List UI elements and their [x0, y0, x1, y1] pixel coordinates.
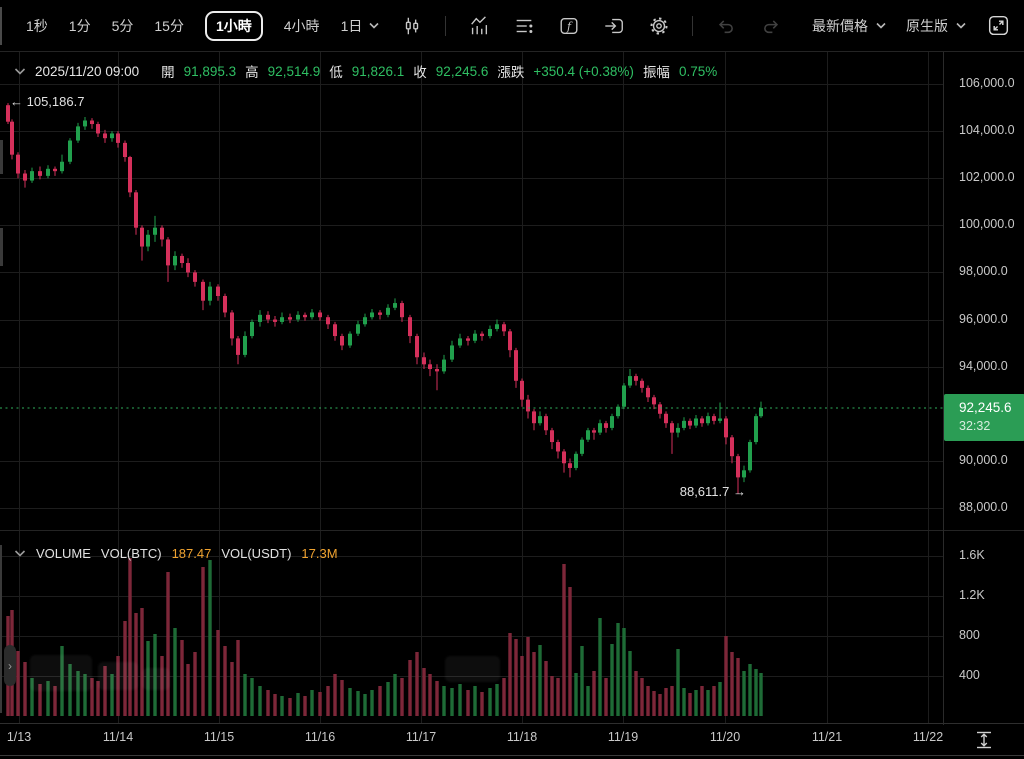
price-axis-tick: 102,000.0: [959, 170, 1015, 185]
ohlc-info-bar: 2025/11/20 09:00 開 91,895.3 高 92,514.9 低…: [14, 61, 717, 81]
timeframe-group: 1秒 1分 5分 15分 1小時 4小時 1日: [0, 10, 783, 41]
version-dropdown[interactable]: 原生版: [906, 16, 966, 36]
toolbar-separator: [445, 15, 447, 36]
high-label: 高: [245, 65, 259, 80]
time-axis-tick: 11/19: [607, 730, 639, 744]
collapse-chevron-icon[interactable]: [14, 549, 26, 558]
price-axis[interactable]: 92,245.6 32:32 106,000.0 104,000.0 102,000…: [943, 52, 1024, 725]
low-label: 低: [329, 65, 343, 80]
timeframe-1h-selected[interactable]: 1小時: [204, 10, 263, 41]
volume-axis-tick: 800: [959, 628, 980, 642]
timeframe-1s[interactable]: 1秒: [26, 17, 48, 34]
price-axis-tick: 100,000.0: [959, 217, 1015, 232]
price-mode-dropdown[interactable]: 最新價格: [812, 16, 886, 36]
time-axis-tick: 11/18: [506, 730, 538, 744]
open-value: 91,895.3: [183, 63, 237, 79]
scale-fit-icon[interactable]: [944, 724, 1024, 755]
price-mode-label: 最新價格: [812, 17, 868, 34]
high-price-marker: ← 105,186.7: [10, 94, 85, 109]
timeframe-4h[interactable]: 4小時: [283, 17, 320, 34]
exchange-watermark: [445, 656, 500, 682]
toolbar-right-group: 最新價格 原生版: [812, 14, 1024, 38]
volume-axis-tick: 1.2K: [959, 588, 985, 602]
candle-datetime: 2025/11/20 09:00: [35, 63, 140, 79]
vol-btc-value: 187.47: [171, 546, 212, 561]
last-price-value: 92,245.6: [959, 399, 1012, 415]
open-label: 開: [161, 65, 175, 80]
price-axis-tick: 88,000.0: [959, 500, 1008, 514]
left-edge-strip: [0, 140, 3, 174]
window-bottom-edge: [0, 755, 1024, 756]
redo-icon[interactable]: [759, 14, 783, 38]
layout-templates-icon[interactable]: [512, 14, 536, 38]
timeframe-5m[interactable]: 5分: [111, 17, 134, 34]
time-axis-tick: 11/17: [405, 730, 437, 744]
price-axis-tick: 90,000.0: [959, 452, 1008, 467]
price-axis-tick: 96,000.0: [959, 311, 1008, 326]
time-axis-tick: 11/20: [709, 730, 741, 744]
low-value: 91,826.1: [351, 63, 405, 79]
chevron-down-icon: [876, 22, 886, 29]
price-axis-tick: 104,000.0: [959, 123, 1015, 138]
formula-icon[interactable]: f: [557, 14, 581, 38]
indicators-icon[interactable]: [467, 14, 491, 38]
time-axis-tick: 11/22: [912, 730, 943, 744]
toolbar-separator: [692, 15, 694, 36]
volume-axis-tick: 1.6K: [959, 548, 985, 562]
vol-usdt-value: 17.3M: [301, 546, 338, 561]
fullscreen-icon[interactable]: [986, 14, 1010, 38]
time-axis-tick: 1/13: [6, 730, 32, 744]
version-label: 原生版: [906, 17, 948, 34]
timeframe-15m[interactable]: 15分: [154, 17, 184, 34]
panel-expand-icon[interactable]: ›: [4, 645, 16, 686]
candlestick-style-icon[interactable]: [400, 14, 424, 38]
high-value: 92,514.9: [267, 63, 321, 79]
vol-usdt-label: VOL(USDT): [221, 546, 292, 561]
last-price-badge: 92,245.6 32:32: [944, 393, 1024, 441]
compare-icon[interactable]: [602, 14, 626, 38]
vol-btc-label: VOL(BTC): [100, 546, 162, 561]
price-axis-tick: 98,000.0: [959, 264, 1008, 279]
time-axis-tick: 11/16: [304, 730, 336, 744]
chevron-down-icon: [369, 22, 379, 29]
low-price-marker: 88,611.7 →: [679, 484, 746, 499]
timeframe-1m[interactable]: 1分: [68, 17, 91, 34]
exchange-watermark: [30, 655, 92, 691]
volume-axis-tick: 400: [959, 668, 980, 682]
exchange-watermark: [98, 662, 138, 690]
price-axis-tick: 106,000.0: [959, 76, 1015, 90]
left-edge-strip: [0, 228, 3, 266]
time-axis-tick: 11/21: [811, 730, 843, 744]
chevron-down-icon: [956, 22, 966, 29]
time-axis-tick: 11/15: [203, 730, 235, 744]
volume-header: VOLUME VOL(BTC) 187.47 VOL(USDT) 17.3M: [14, 546, 338, 561]
chart-toolbar: 1秒 1分 5分 15分 1小時 4小時 1日: [0, 0, 1024, 52]
timeframe-1d-label: 1日: [340, 17, 363, 34]
time-axis[interactable]: 1/13 11/14 11/15 11/16 11/17 11/18 11/19 11/20 1…: [0, 724, 943, 756]
exchange-watermark: [142, 668, 170, 690]
volume-title: VOLUME: [36, 546, 91, 561]
svg-text:f: f: [566, 20, 573, 33]
change-value: +350.4 (+0.38%): [533, 63, 634, 79]
timeframe-1d-dropdown[interactable]: 1日: [341, 16, 380, 36]
left-edge-strip: [0, 545, 2, 713]
settings-gear-icon[interactable]: [647, 14, 671, 38]
left-edge-strip: [0, 7, 2, 45]
close-value: 92,245.6: [435, 63, 489, 79]
undo-icon[interactable]: [714, 14, 738, 38]
amplitude-value: 0.75%: [678, 63, 718, 79]
price-axis-tick: 94,000.0: [959, 358, 1008, 373]
time-axis-tick: 11/14: [102, 730, 134, 744]
candle-countdown: 32:32: [959, 418, 991, 433]
amplitude-label: 振幅: [642, 65, 670, 80]
collapse-chevron-icon[interactable]: [14, 67, 26, 76]
close-label: 收: [413, 65, 427, 80]
change-label: 漲跌: [497, 65, 525, 80]
